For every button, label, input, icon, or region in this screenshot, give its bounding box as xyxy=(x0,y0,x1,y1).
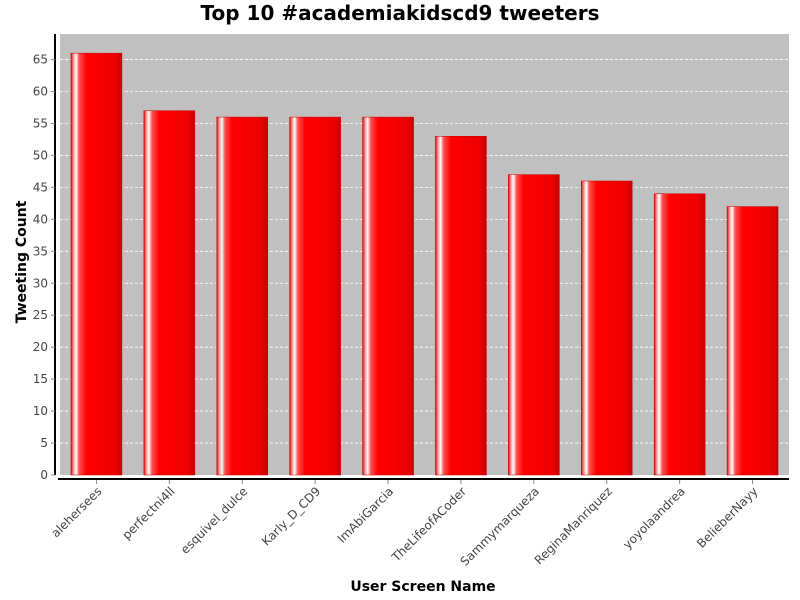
bar-ImAbiGarcia xyxy=(362,116,414,476)
x-tick-label: ReginaManriquez xyxy=(532,484,615,567)
x-tick-label: Karly_D_CD9 xyxy=(259,484,323,548)
y-tick-labels: 0 5 10 15 20 25 30 35 40 45 50 55 60 65 xyxy=(33,53,55,482)
x-tick-label: Sammymarqueza xyxy=(457,484,541,568)
y-tick-label: 10 xyxy=(33,404,48,418)
bar-TheLifeofACoder xyxy=(435,136,487,476)
x-tick-labels: alehersees perfectni4ll esquivel_dulce Karl… xyxy=(49,480,761,569)
y-tick-label: 40 xyxy=(33,212,48,226)
bar-Sammymarqueza xyxy=(508,174,560,476)
x-tick-label: BelieberNayy xyxy=(694,484,761,551)
y-tick-label: 50 xyxy=(33,148,48,162)
x-tick-label: TheLifeofACoder xyxy=(388,484,469,565)
y-tick-label: 65 xyxy=(33,53,48,67)
bar-yoyolaandrea xyxy=(653,193,706,476)
y-axis-label: Tweeting Count xyxy=(14,200,30,323)
bar-BelieberNayy xyxy=(726,206,779,476)
x-tick-label: esquivel_dulce xyxy=(178,484,251,557)
y-tick-label: 55 xyxy=(33,116,48,130)
bar-alehersees xyxy=(70,52,123,476)
y-tick-label: 5 xyxy=(40,436,48,450)
y-tick-label: 30 xyxy=(33,276,48,290)
y-tick-label: 45 xyxy=(33,180,48,194)
x-tick-label: ImAbiGarcia xyxy=(335,484,397,546)
y-tick-label: 35 xyxy=(33,244,48,258)
bar-ReginaManriquez xyxy=(581,180,633,476)
x-tick-label: alehersees xyxy=(49,484,105,540)
chart-title: Top 10 #academiakidscd9 tweeters xyxy=(201,1,600,25)
y-tick-label: 60 xyxy=(33,85,48,99)
x-tick-label: yoyolaandrea xyxy=(620,484,688,552)
y-tick-label: 25 xyxy=(33,308,48,322)
x-axis-label: User Screen Name xyxy=(350,579,495,595)
y-tick-label: 20 xyxy=(33,340,48,354)
y-tick-label: 0 xyxy=(40,468,48,482)
bar-Karly_D_CD9 xyxy=(289,116,341,476)
x-tick-label: perfectni4ll xyxy=(119,484,177,542)
bars xyxy=(70,52,779,476)
y-tick-label: 15 xyxy=(33,372,48,386)
bar-esquivel_dulce xyxy=(216,116,268,476)
bar-perfectni4ll xyxy=(143,110,196,476)
